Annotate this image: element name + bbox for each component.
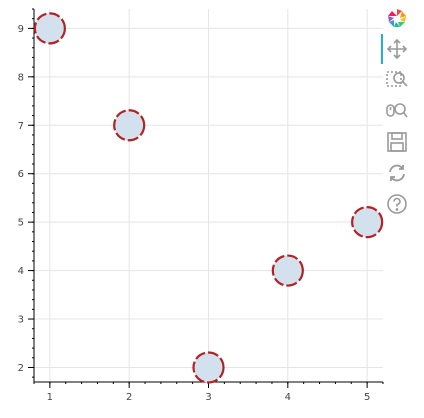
y-tick-label: 4 xyxy=(18,266,24,277)
y-tick-label: 7 xyxy=(18,121,24,132)
scatter-points xyxy=(33,12,384,384)
grid-lines xyxy=(34,9,383,382)
box-zoom-icon[interactable] xyxy=(385,68,411,92)
active-tool-indicator xyxy=(381,34,383,64)
scatter-point xyxy=(113,109,146,142)
scatter-point xyxy=(33,12,66,45)
y-tick-label: 8 xyxy=(18,72,24,83)
axis-ticks: 1 2 3 4 5 2 3 4 5 6 7 8 9 xyxy=(18,8,384,403)
y-tick-label: 2 xyxy=(18,363,24,374)
x-tick-label: 2 xyxy=(126,392,132,403)
toolbar xyxy=(381,4,415,214)
scatter-point xyxy=(271,254,304,287)
y-tick-label: 5 xyxy=(18,218,24,229)
reset-icon[interactable] xyxy=(385,161,411,185)
pan-icon[interactable] xyxy=(385,37,411,61)
x-tick-label: 1 xyxy=(47,392,53,403)
save-icon[interactable] xyxy=(385,130,411,154)
scatter-point xyxy=(192,351,225,384)
scatter-point xyxy=(351,206,384,239)
help-icon[interactable] xyxy=(385,192,411,216)
wheel-zoom-icon[interactable] xyxy=(385,99,411,123)
x-tick-label: 5 xyxy=(364,392,370,403)
y-tick-label: 6 xyxy=(18,169,24,180)
bokeh-logo-icon[interactable] xyxy=(385,7,411,31)
y-tick-label: 9 xyxy=(18,24,24,35)
x-tick-label: 4 xyxy=(285,392,291,403)
x-tick-label: 3 xyxy=(205,392,211,403)
y-tick-label: 3 xyxy=(18,315,24,326)
